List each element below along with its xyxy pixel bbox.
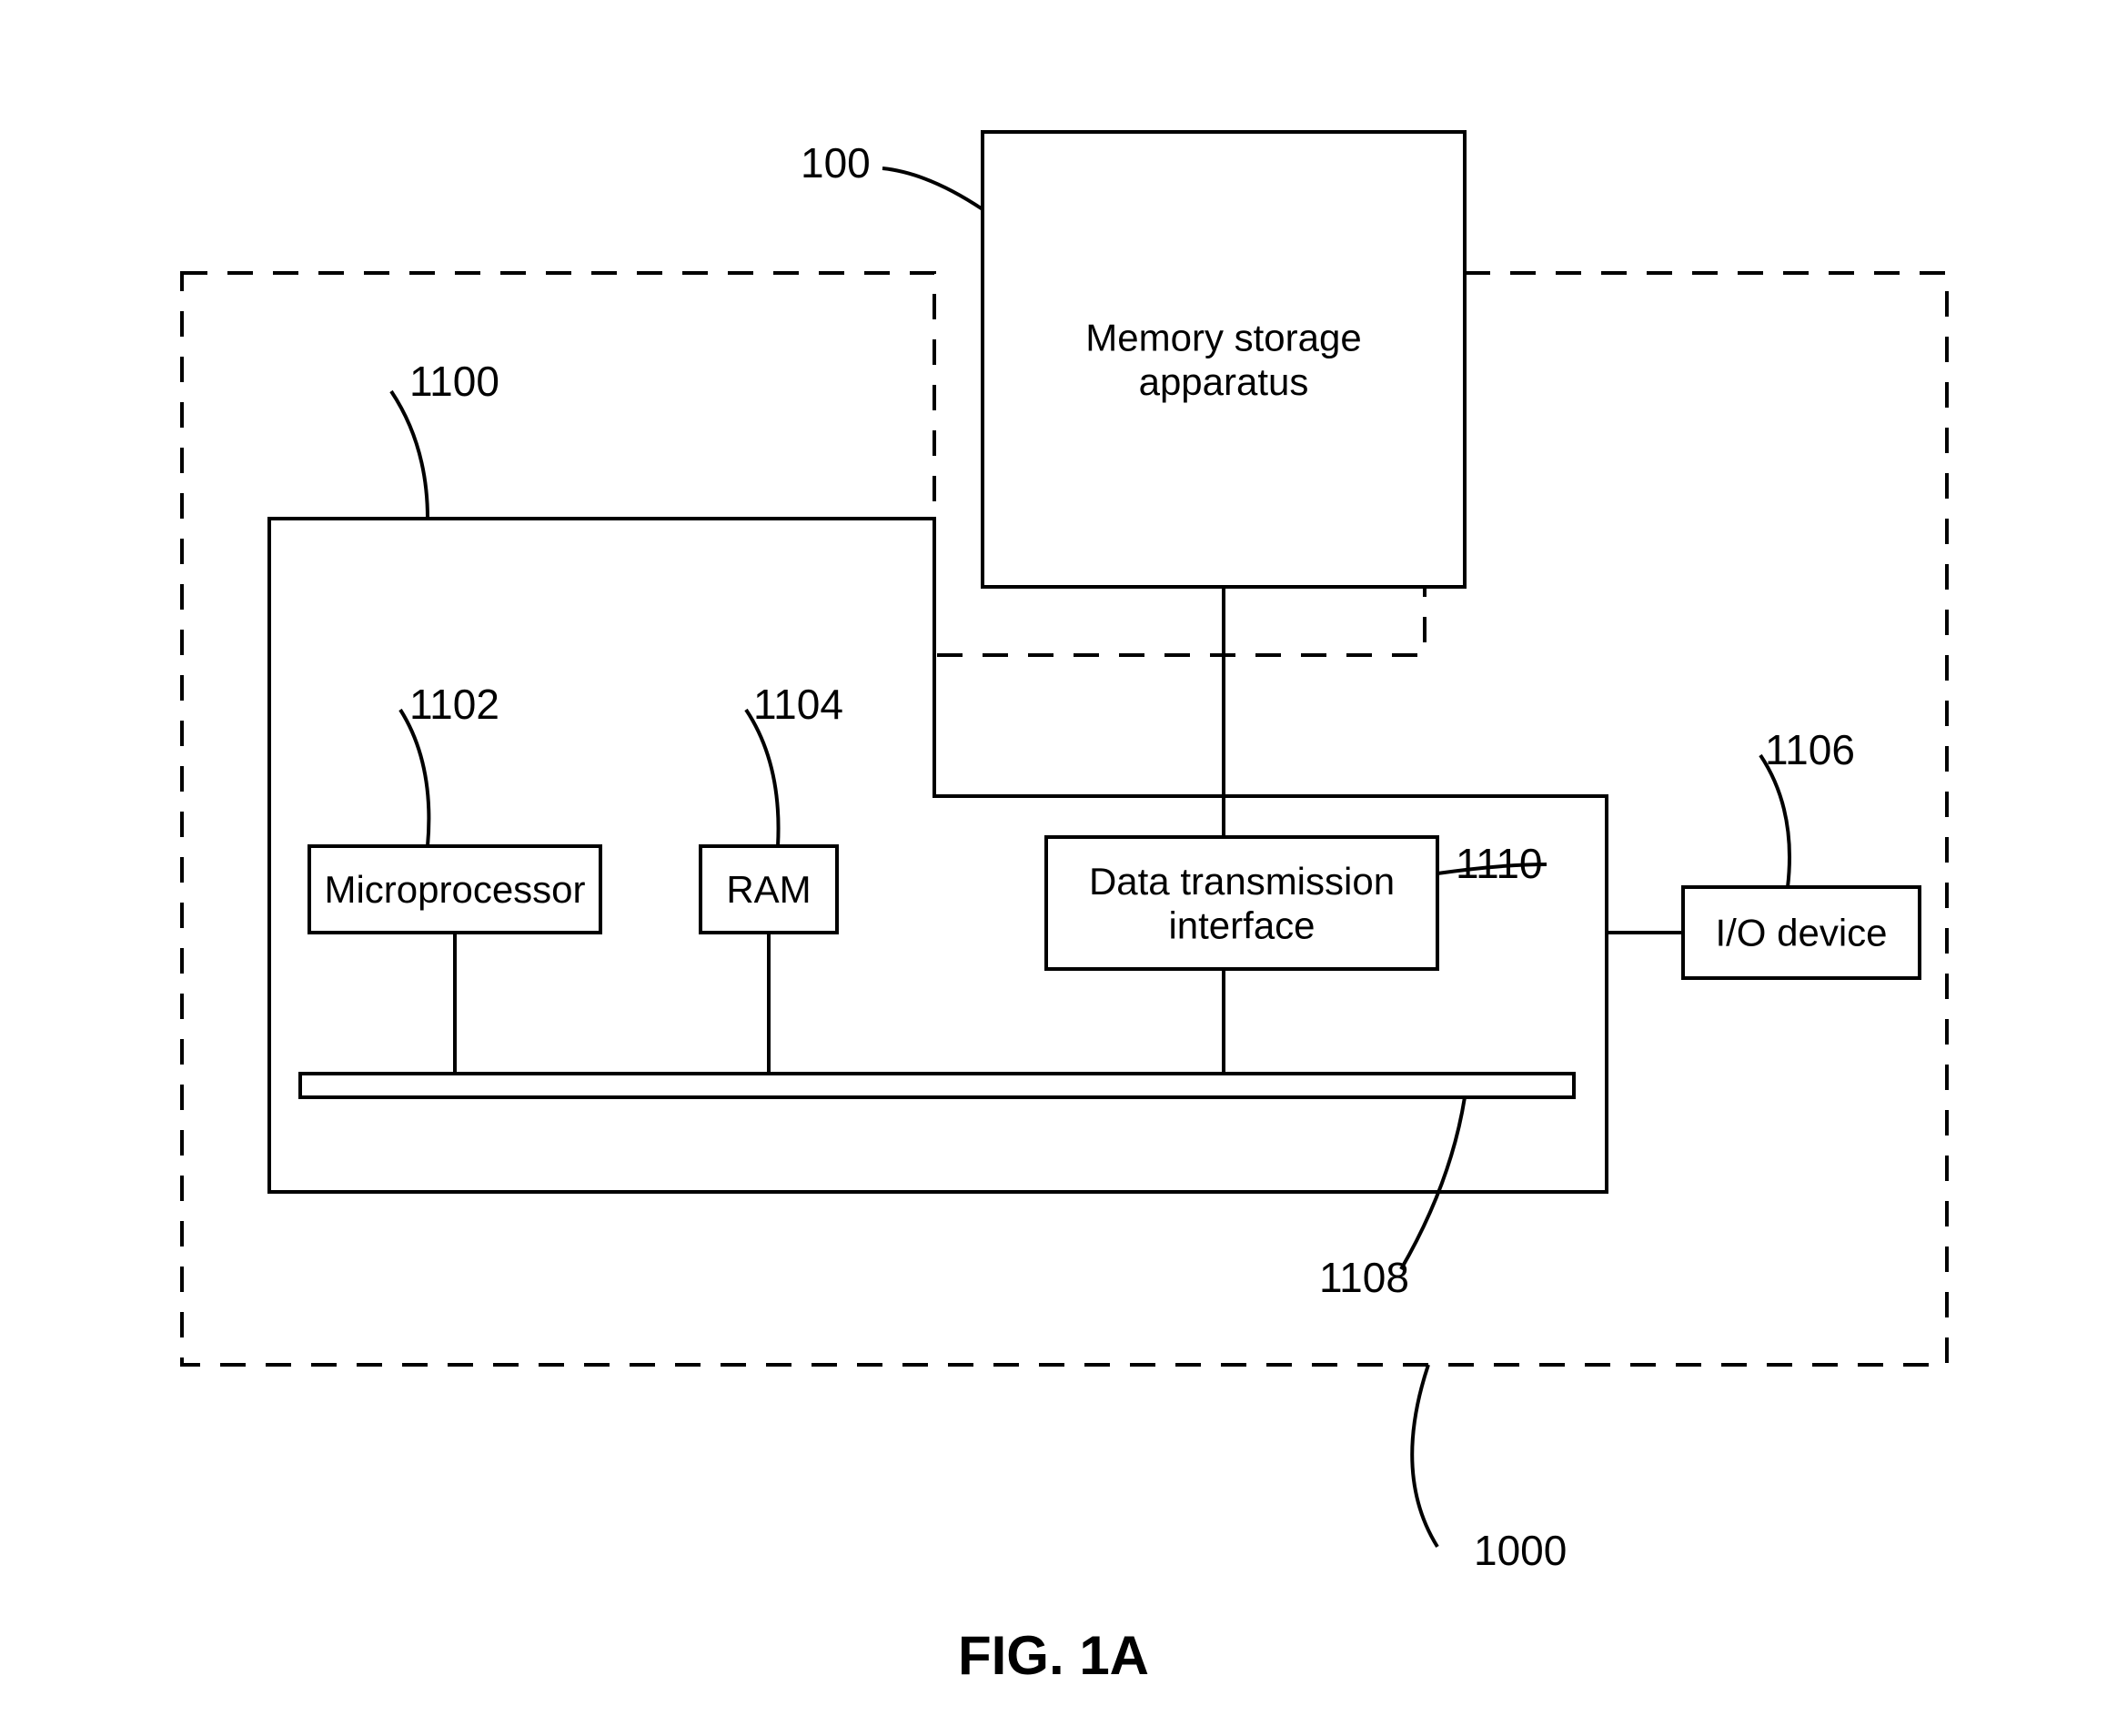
svg-text:I/O device: I/O device [1715,912,1887,954]
svg-text:apparatus: apparatus [1139,360,1309,403]
svg-text:1000: 1000 [1474,1527,1567,1574]
svg-text:1102: 1102 [409,681,499,728]
svg-text:1104: 1104 [753,681,843,728]
svg-text:1110: 1110 [1456,840,1543,887]
svg-text:100: 100 [801,139,871,187]
svg-text:Microprocessor: Microprocessor [324,868,585,911]
svg-text:1106: 1106 [1765,726,1855,773]
svg-text:RAM: RAM [726,868,811,911]
svg-text:interface: interface [1168,903,1315,946]
svg-text:Data transmission: Data transmission [1089,860,1395,903]
svg-text:1100: 1100 [409,358,499,405]
svg-text:1108: 1108 [1319,1254,1409,1301]
svg-text:FIG. 1A: FIG. 1A [958,1625,1149,1686]
svg-text:Memory storage: Memory storage [1085,317,1361,359]
